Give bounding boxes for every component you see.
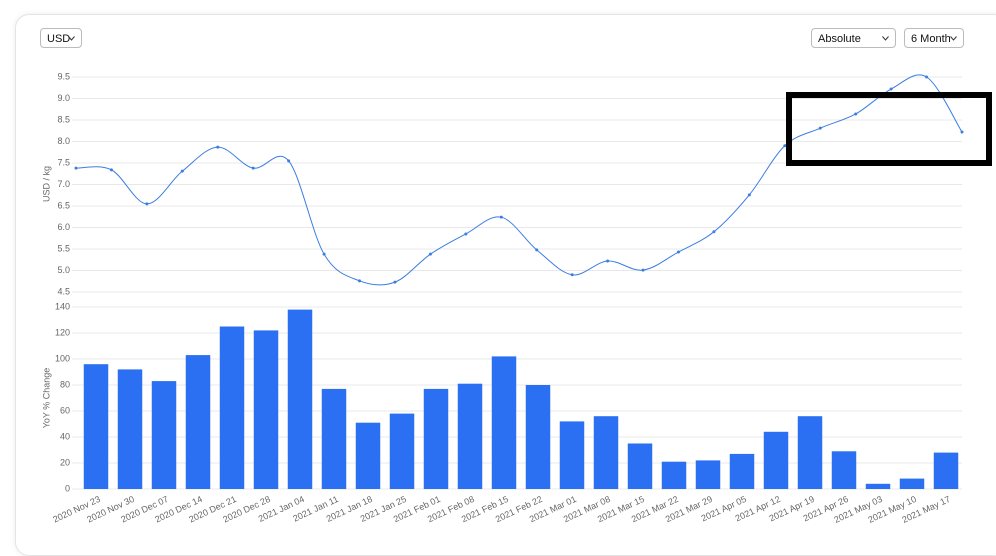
point [322,252,326,256]
y-tick-label: 120 [55,327,70,337]
point [145,202,149,206]
point [606,259,610,263]
bar [831,451,857,489]
chevron [950,36,957,41]
y-tick-label: 60 [60,405,70,415]
y-tick-label: 4.5 [57,286,70,296]
y-tick-label: 5.0 [57,265,70,275]
point [358,279,362,283]
y-tick-label: 8.5 [57,114,70,124]
bar [525,385,551,489]
bar [457,383,483,489]
bar [491,356,517,489]
point [180,169,184,173]
bar [729,453,755,489]
y-tick-label: 8.0 [57,136,70,146]
point [570,273,574,277]
point [216,145,220,149]
bar [355,422,381,489]
y-tick-label: 40 [60,431,70,441]
highlight-box [786,92,992,166]
bar [287,309,313,489]
point [818,126,822,130]
point [925,75,929,79]
mode-value: Absolute [818,33,861,45]
y-tick-label: 7.0 [57,179,70,189]
currency-select[interactable]: USD [40,28,82,48]
point [783,144,787,148]
bar [185,355,211,489]
point [712,230,716,234]
point [499,215,503,219]
y-tick-label: 80 [60,379,70,389]
bar [695,460,721,489]
bar [763,431,789,489]
bar [389,413,415,489]
bar [321,388,347,489]
point [251,166,255,170]
y-tick-label: 9.0 [57,93,70,103]
line [75,74,963,286]
point [393,280,397,284]
mode-select[interactable]: Absolute [811,28,896,48]
y-tick-label: 20 [60,457,70,467]
point [641,268,645,272]
point [464,232,468,236]
bar [83,364,109,489]
bar [117,369,143,489]
y-tick-label: 5.5 [57,243,70,253]
point [109,168,113,172]
bar [219,326,245,489]
y-axis-label: USD / kg [41,166,51,202]
y-axis-label: YoY % Change [41,368,51,429]
point [287,159,291,163]
period-select[interactable]: 6 Month [904,28,964,48]
bar [627,443,653,489]
bar [593,416,619,489]
point [428,252,432,256]
bar [933,452,959,489]
bar [151,381,177,489]
chevron [882,36,889,41]
bar [559,421,585,489]
page: USD Absolute 6 Month USD / kg YoY % Chan… [15,14,996,556]
point [960,130,964,134]
point [535,248,539,252]
bar [253,330,279,489]
y-tick-label: 7.5 [57,157,70,167]
bar [899,478,925,489]
y-tick-label: 140 [55,301,70,311]
y-tick-label: 100 [55,353,70,363]
period-value: 6 Month [911,33,951,45]
point [747,193,751,197]
bar [423,388,449,489]
charts: USD / kg YoY % Change 4.5 5.0 5.5 6.0 6.5 7.0… [41,71,992,525]
point [74,166,78,170]
point [854,112,858,116]
bar [797,416,823,489]
bar [865,483,891,489]
point [889,87,893,91]
y-tick-label: 6.0 [57,222,70,232]
point [676,250,680,254]
bar [661,461,687,489]
y-tick-label: 0 [65,483,70,493]
y-tick-label: 6.5 [57,200,70,210]
y-tick-label: 9.5 [57,71,70,81]
currency-value: USD [47,33,71,45]
chevron [68,36,75,41]
